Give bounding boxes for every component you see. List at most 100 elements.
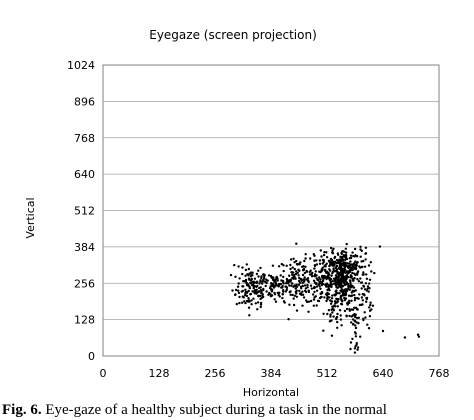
scatter-point	[280, 262, 283, 266]
scatter-point	[326, 298, 329, 301]
scatter-point	[340, 251, 343, 255]
scatter-point	[362, 293, 366, 296]
scatter-point	[345, 289, 349, 293]
scatter-point	[244, 288, 247, 291]
scatter-point	[305, 299, 308, 302]
y-tick-label: 384	[74, 241, 95, 254]
scatter-point	[315, 304, 318, 307]
scatter-point	[353, 319, 357, 323]
scatter-point	[294, 272, 298, 276]
scatter-point	[282, 289, 285, 292]
scatter-point	[353, 351, 357, 354]
scatter-point	[295, 285, 299, 288]
scatter-point	[295, 295, 299, 298]
x-tick-label: 0	[100, 367, 107, 380]
scatter-point	[360, 260, 363, 263]
scatter-point	[296, 271, 299, 274]
scatter-point	[354, 326, 358, 330]
scatter-point	[364, 258, 367, 261]
scatter-point	[357, 316, 360, 319]
scatter-point	[279, 274, 282, 277]
scatter-point	[329, 313, 332, 316]
scatter-point	[364, 282, 368, 285]
scatter-point	[330, 278, 333, 281]
scatter-point	[297, 283, 301, 286]
scatter-point	[355, 321, 358, 324]
scatter-point	[330, 274, 333, 277]
scatter-point	[292, 271, 295, 274]
scatter-point	[247, 297, 250, 300]
scatter-point	[322, 258, 325, 262]
scatter-point	[250, 273, 253, 277]
scatter-point	[304, 265, 307, 268]
y-tick-label: 896	[74, 95, 95, 108]
scatter-point	[359, 255, 362, 258]
scatter-point	[363, 288, 367, 291]
scatter-point	[354, 345, 357, 348]
scatter-point	[237, 291, 241, 295]
scatter-point	[366, 285, 370, 288]
scatter-point	[345, 307, 349, 311]
scatter-point	[289, 280, 292, 283]
scatter-point	[261, 280, 264, 283]
y-tick-labels: 0 128 256 384 512 640 768 896 1024	[67, 59, 95, 363]
scatter-point	[343, 275, 346, 278]
scatter-point	[362, 317, 365, 320]
scatter-point	[245, 263, 248, 266]
scatter-point	[352, 318, 355, 321]
scatter-point	[268, 291, 271, 295]
scatter-point	[319, 278, 322, 281]
scatter-point	[334, 279, 337, 282]
scatter-point	[288, 291, 291, 294]
scatter-point	[354, 315, 357, 319]
scatter-point	[289, 293, 292, 296]
scatter-point	[351, 323, 355, 326]
scatter-point	[321, 276, 324, 279]
scatter-point	[334, 266, 337, 270]
scatter-point	[316, 299, 320, 302]
scatter-point	[329, 262, 332, 266]
scatter-point	[325, 282, 329, 285]
scatter-point	[343, 262, 346, 265]
scatter-point	[303, 284, 307, 287]
scatter-point	[243, 280, 246, 283]
scatter-point	[355, 342, 358, 345]
scatter-point	[243, 300, 246, 303]
scatter-point	[237, 265, 240, 268]
scatter-point	[259, 289, 263, 292]
scatter-point	[249, 282, 253, 285]
scatter-point	[339, 277, 342, 280]
scatter-point	[363, 311, 366, 314]
scatter-point	[353, 267, 356, 270]
scatter-point	[314, 282, 318, 286]
scatter-point	[356, 348, 359, 351]
scatter-point	[331, 307, 334, 311]
scatter-point	[267, 293, 270, 296]
scatter-point	[349, 341, 353, 344]
figure-caption-label: Fig. 6.	[2, 402, 42, 418]
scatter-point	[292, 297, 295, 300]
scatter-point	[363, 265, 367, 268]
scatter-point	[299, 261, 302, 264]
scatter-point	[331, 280, 335, 283]
scatter-point	[349, 281, 352, 284]
scatter-point	[292, 257, 295, 260]
scatter-point	[348, 288, 351, 291]
scatter-point	[336, 252, 339, 255]
scatter-point	[256, 284, 259, 288]
scatter-point	[238, 277, 241, 280]
scatter-point	[255, 292, 258, 295]
scatter-point	[287, 280, 290, 283]
scatter-point	[344, 278, 347, 281]
scatter-point	[338, 262, 342, 265]
scatter-point	[334, 305, 337, 308]
scatter-point	[342, 258, 345, 262]
figure-caption: Fig. 6. Eye-gaze of a healthy subject du…	[0, 400, 474, 420]
scatter-point	[267, 274, 271, 277]
scatter-point	[254, 302, 257, 305]
scatter-point	[339, 314, 342, 317]
scatter-point	[324, 265, 327, 268]
scatter-point	[259, 303, 263, 306]
scatter-point	[323, 296, 326, 299]
scatter-point	[328, 285, 332, 288]
